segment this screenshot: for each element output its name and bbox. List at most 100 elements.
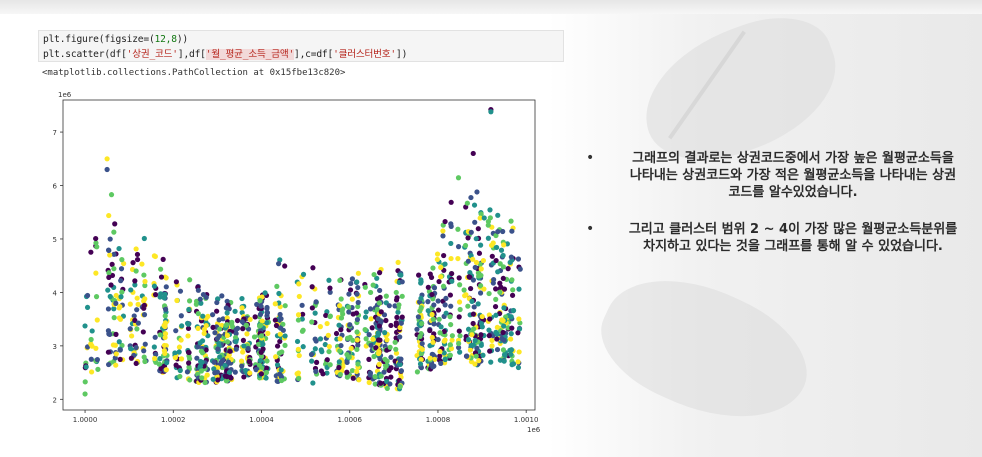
plot-frame: [62, 99, 536, 411]
scatter-point: [187, 377, 193, 383]
scatter-point: [517, 266, 523, 272]
scatter-point: [397, 324, 403, 331]
scatter-point: [252, 314, 258, 320]
scatter-point: [256, 323, 263, 329]
scatter-point: [377, 287, 383, 294]
scatter-point: [442, 218, 448, 225]
scatter-point: [216, 340, 222, 347]
scatter-point: [355, 361, 361, 367]
scatter-point: [427, 271, 433, 277]
scatter-point: [84, 292, 91, 299]
scatter-point: [113, 362, 119, 368]
scatter-point: [468, 285, 474, 292]
scatter-point: [105, 349, 112, 355]
scatter-point: [501, 305, 507, 311]
scatter-point: [251, 334, 258, 340]
scatter-point: [195, 287, 201, 293]
scatter-point: [486, 312, 492, 318]
scatter-point: [313, 299, 319, 305]
scatter-point: [162, 313, 168, 319]
scatter-point: [472, 361, 478, 367]
scatter-point: [429, 311, 435, 318]
scatter-point: [178, 356, 185, 362]
scatter-point: [431, 356, 438, 363]
scatter-point: [272, 301, 278, 307]
scatter-point: [480, 257, 487, 264]
scatter-point: [438, 264, 444, 270]
scatter-point: [448, 255, 454, 262]
scatter-point: [274, 362, 281, 368]
scatter-point: [393, 289, 399, 296]
scatter-point: [184, 369, 191, 375]
scatter-point: [127, 301, 133, 307]
scatter-point: [121, 260, 127, 267]
scatter-point: [372, 374, 378, 380]
scatter-point: [299, 302, 305, 308]
scatter-point: [493, 244, 500, 251]
scatter-point: [430, 265, 436, 271]
x-offset-label: 1e6: [527, 426, 540, 434]
scatter-point: [326, 348, 332, 355]
scatter-point: [135, 301, 141, 307]
code-cell[interactable]: plt.figure(figsize=(12,8)) plt.scatter(d…: [38, 30, 564, 62]
scatter-point: [338, 327, 344, 333]
scatter-point: [117, 356, 123, 362]
scatter-point: [395, 259, 401, 266]
scatter-point: [395, 309, 401, 315]
scatter-point: [371, 271, 377, 278]
scatter-point: [392, 339, 398, 345]
scatter-point: [333, 330, 340, 337]
scatter-point: [434, 251, 441, 257]
scatter-point: [508, 331, 514, 337]
scatter-point: [224, 315, 230, 321]
scatter-point: [370, 282, 376, 288]
scatter-point: [356, 377, 362, 383]
scatter-point: [309, 358, 315, 364]
scatter-point: [296, 293, 302, 300]
scatter-point: [232, 334, 239, 341]
scatter-point: [282, 303, 288, 309]
scatter-point: [228, 375, 234, 381]
scatter-point: [162, 334, 168, 341]
scatter-point: [472, 264, 478, 271]
scatter-point: [495, 269, 501, 275]
scatter-point: [214, 299, 220, 306]
scatter-point: [493, 286, 499, 292]
scatter-point: [491, 277, 497, 283]
scatter-point: [82, 379, 88, 385]
scatter-point: [370, 336, 376, 342]
scatter-point: [348, 345, 354, 351]
scatter-point: [367, 306, 374, 312]
scatter-point: [239, 305, 245, 311]
scatter-point: [476, 273, 482, 279]
scatter-point: [296, 281, 302, 287]
scatter-point: [418, 305, 424, 311]
scatter-point: [224, 339, 231, 345]
scatter-point: [104, 166, 110, 173]
scatter-point: [337, 303, 343, 309]
scatter-point: [362, 314, 369, 320]
scatter-point: [264, 358, 270, 364]
scatter-point: [349, 276, 356, 282]
scatter-point: [430, 364, 436, 370]
scatter-point: [176, 349, 182, 355]
scatter-point: [466, 274, 472, 280]
scatter-point: [199, 359, 205, 365]
scatter-point: [467, 347, 474, 353]
scatter-point: [282, 333, 288, 339]
scatter-point: [279, 349, 285, 355]
scatter-point: [243, 322, 249, 328]
scatter-point: [427, 355, 433, 361]
scatter-point: [309, 284, 315, 290]
scatter-point: [273, 354, 279, 360]
scatter-point: [429, 291, 435, 298]
scatter-point: [232, 369, 238, 375]
scatter-point: [468, 229, 474, 235]
scatter-point: [501, 323, 507, 329]
scatter-point: [152, 292, 159, 298]
scatter-point: [238, 358, 245, 364]
scatter-point: [257, 311, 264, 318]
scatter-point: [462, 242, 469, 249]
scatter-point: [377, 337, 383, 343]
bullet-icon: •: [586, 221, 595, 237]
